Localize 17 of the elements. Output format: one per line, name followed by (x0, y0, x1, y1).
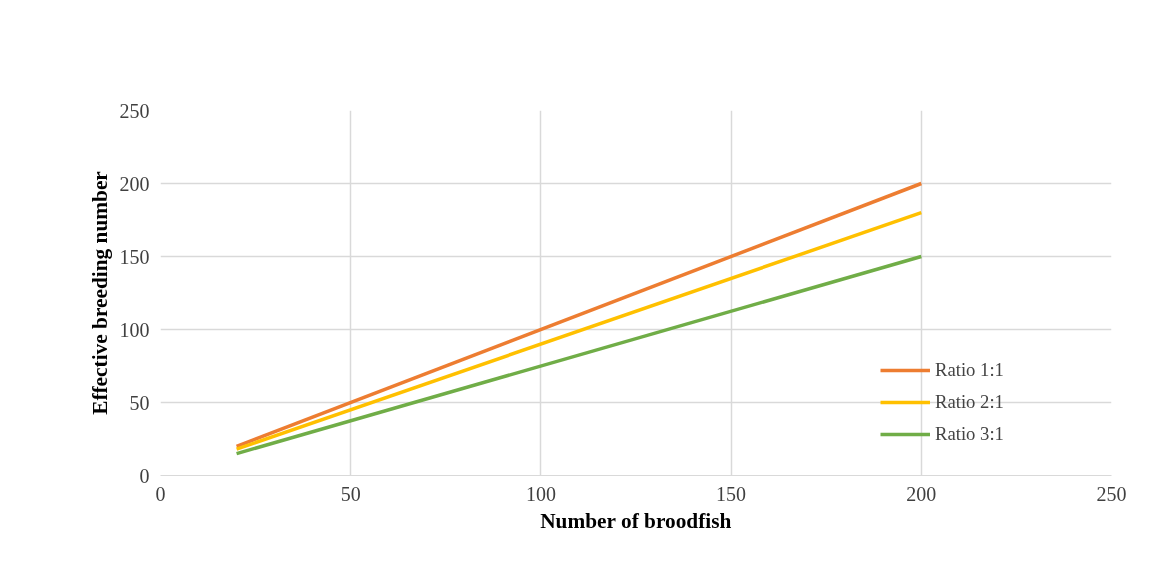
x-tick-label: 0 (155, 482, 166, 505)
legend-label: Ratio 1:1 (935, 359, 1004, 381)
y-tick-label: 50 (129, 391, 150, 414)
y-tick-label: 0 (139, 464, 150, 487)
x-tick-label: 50 (340, 482, 361, 505)
x-tick-label: 200 (906, 482, 937, 505)
x-tick-label: 100 (525, 482, 556, 505)
y-tick-label: 100 (119, 318, 150, 341)
legend-label: Ratio 2:1 (935, 391, 1004, 413)
y-axis-title: Effective breeding number (87, 170, 112, 415)
x-axis-title: Number of broodfish (540, 508, 732, 533)
legend-label: Ratio 3:1 (935, 423, 1004, 445)
x-tick-label: 150 (716, 482, 747, 505)
y-tick-label: 150 (119, 245, 150, 268)
y-tick-label: 200 (119, 172, 150, 195)
x-tick-label: 250 (1096, 482, 1127, 505)
y-tick-label: 250 (119, 99, 150, 122)
